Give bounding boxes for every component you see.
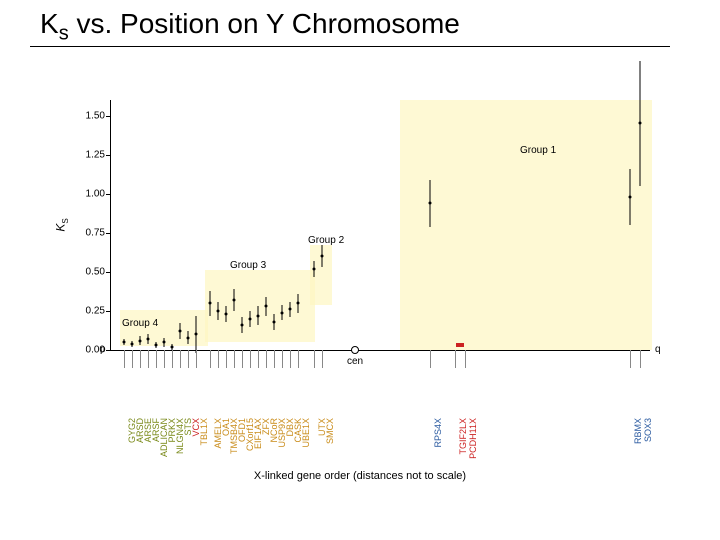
gene-connector xyxy=(258,350,259,368)
gene-connector xyxy=(196,350,197,368)
gene-connector xyxy=(124,350,125,368)
gene-label: PCDH11X xyxy=(468,418,478,459)
y-tick xyxy=(106,272,110,273)
y-tick-label: 0.75 xyxy=(75,227,105,238)
group-label: Group 4 xyxy=(122,318,158,329)
gene-connector xyxy=(465,350,466,368)
data-point xyxy=(289,308,292,311)
gene-labels-area: GYG2ARSDARSEARSFADLICANPRKXNLGN4XSTSVCXT… xyxy=(110,368,650,468)
data-point xyxy=(249,317,252,320)
data-point xyxy=(209,302,212,305)
data-point xyxy=(281,311,284,314)
gene-label: RPS4X xyxy=(433,418,443,448)
group-label: Group 1 xyxy=(520,145,556,156)
highlighted-point xyxy=(456,343,464,347)
y-tick-label: 1.00 xyxy=(75,188,105,199)
data-point xyxy=(273,320,276,323)
data-point xyxy=(321,255,324,258)
gene-connector xyxy=(210,350,211,368)
gene-connector xyxy=(218,350,219,368)
gene-connector xyxy=(274,350,275,368)
title-underline xyxy=(30,46,670,47)
gene-connector xyxy=(164,350,165,368)
data-point xyxy=(217,309,220,312)
data-point xyxy=(171,345,174,348)
gene-connector xyxy=(188,350,189,368)
y-tick xyxy=(106,233,110,234)
data-point xyxy=(179,330,182,333)
gene-label: SMCX xyxy=(325,418,335,444)
gene-connector xyxy=(298,350,299,368)
y-tick-label: 1.25 xyxy=(75,149,105,160)
gene-connector xyxy=(430,350,431,368)
data-point xyxy=(225,313,228,316)
y-tick-label: 0.25 xyxy=(75,305,105,316)
centromere-marker xyxy=(351,346,359,354)
data-point xyxy=(241,324,244,327)
gene-connector xyxy=(630,350,631,368)
data-point xyxy=(629,195,632,198)
data-point xyxy=(163,341,166,344)
data-point xyxy=(123,341,126,344)
gene-connector xyxy=(234,350,235,368)
y-tick xyxy=(106,155,110,156)
data-point xyxy=(131,342,134,345)
y-tick xyxy=(106,116,110,117)
data-point xyxy=(429,202,432,205)
gene-connector xyxy=(172,350,173,368)
gene-connector xyxy=(250,350,251,368)
y-axis xyxy=(110,100,111,350)
gene-label: TGIF2LX xyxy=(458,418,468,455)
gene-label: RBMX xyxy=(633,418,643,444)
data-point xyxy=(147,338,150,341)
gene-connector xyxy=(180,350,181,368)
chart-title: Ks vs. Position on Y Chromosome xyxy=(40,8,460,46)
data-point xyxy=(195,333,198,336)
gene-connector xyxy=(132,350,133,368)
group-label: Group 2 xyxy=(308,235,344,246)
data-point xyxy=(313,267,316,270)
gene-connector xyxy=(242,350,243,368)
y-tick-label: 1.50 xyxy=(75,110,105,121)
y-tick xyxy=(106,194,110,195)
title-text: Ks vs. Position on Y Chromosome xyxy=(40,8,460,39)
y-tick xyxy=(106,350,110,351)
data-point xyxy=(155,344,158,347)
centromere-label: cen xyxy=(347,356,363,367)
plot-area: KS 0.000.250.500.751.001.251.50 Group 1G… xyxy=(110,100,650,350)
y-tick-label: 0.50 xyxy=(75,266,105,277)
gene-label: UBE1X xyxy=(301,418,311,448)
gene-connector xyxy=(314,350,315,368)
p-arm-label: p xyxy=(100,344,106,355)
gene-connector xyxy=(140,350,141,368)
gene-label: SOX3 xyxy=(643,418,653,442)
gene-connector xyxy=(226,350,227,368)
y-tick xyxy=(106,311,110,312)
group-box xyxy=(400,100,652,350)
data-point xyxy=(187,336,190,339)
gene-connector xyxy=(156,350,157,368)
data-point xyxy=(265,305,268,308)
gene-connector xyxy=(148,350,149,368)
group-label: Group 3 xyxy=(230,260,266,271)
x-axis-label: X-linked gene order (distances not to sc… xyxy=(0,470,720,482)
gene-connector xyxy=(282,350,283,368)
gene-connector xyxy=(640,350,641,368)
data-point xyxy=(139,339,142,342)
x-axis xyxy=(110,350,650,351)
data-point xyxy=(233,299,236,302)
gene-connector xyxy=(266,350,267,368)
q-arm-label: q xyxy=(655,344,661,355)
data-point xyxy=(257,314,260,317)
gene-connector xyxy=(455,350,456,368)
y-axis-label: KS xyxy=(53,218,69,231)
data-point xyxy=(639,122,642,125)
group-box xyxy=(205,270,315,342)
gene-connector xyxy=(290,350,291,368)
gene-label: TBL1X xyxy=(199,418,209,446)
gene-connector xyxy=(322,350,323,368)
data-point xyxy=(297,302,300,305)
